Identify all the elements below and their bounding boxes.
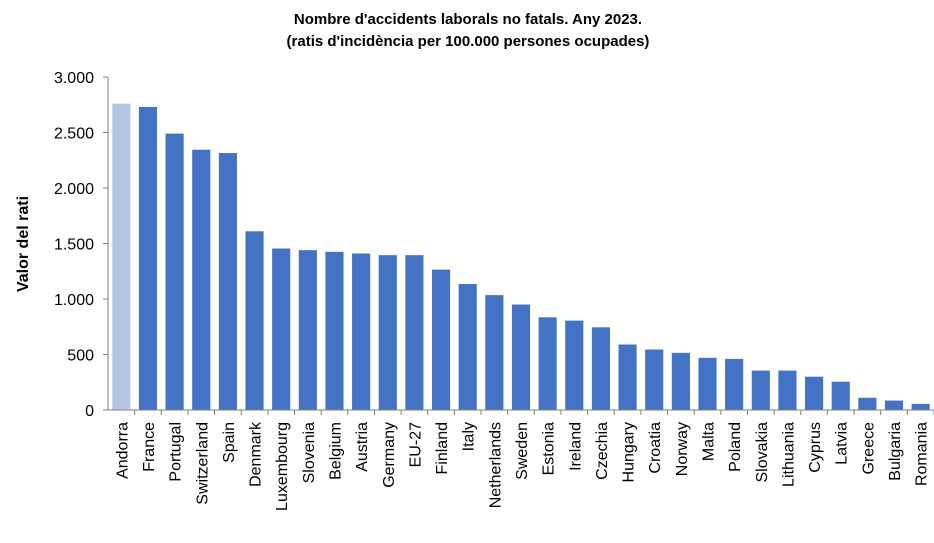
bar-italy [458,284,477,410]
x-tick-label: Sweden [514,422,531,480]
y-tick-label: 0 [85,403,94,420]
x-tick-label: Belgium [327,422,344,480]
bar-eu-27 [405,255,424,410]
bar-switzerland [192,149,211,410]
bar-andorra [112,103,131,410]
bar-croatia [645,349,664,410]
bar-netherlands [485,295,504,410]
bar-slovakia [751,370,770,410]
bar-norway [671,352,690,410]
bar-estonia [538,317,557,410]
bar-spain [218,153,237,410]
x-tick-label: Estonia [541,422,558,475]
x-tick-label: Portugal [168,422,185,482]
bar-latvia [831,381,850,410]
x-tick-label: Slovakia [754,422,771,483]
x-tick-label: Bulgaria [887,422,904,481]
y-tick-label: 3.000 [54,70,94,87]
bar-romania [911,403,930,410]
x-tick-label: Czechia [594,422,611,480]
bar-malta [698,357,717,410]
y-tick-label: 2.500 [54,126,94,143]
bars [112,103,930,411]
x-tick-label: Italy [461,422,478,451]
bar-france [138,106,158,410]
y-tick-label: 500 [67,348,94,365]
bar-czechia [591,327,610,410]
bar-denmark [245,231,264,410]
bar-sweden [511,304,531,410]
x-tick-label: Luxembourg [274,422,291,511]
bar-finland [432,269,451,410]
bar-hungary [618,344,637,410]
y-axis-ticks: 3.000 2.500 2.000 1.500 1.000 500 0 [54,70,108,420]
x-tick-label: Austria [354,422,371,472]
x-axis-ticks: Andorra France Portugal Switzerland Spain Den… [114,410,934,511]
y-tick-label: 2.000 [54,181,94,198]
bar-luxembourg [272,248,291,410]
bar-cyprus [805,376,824,410]
x-tick-label: Croatia [647,422,664,474]
y-tick-label: 1.500 [54,237,94,254]
x-tick-label: Netherlands [487,422,504,508]
chart-title: Nombre d'accidents laborals no fatals. A… [294,11,642,28]
x-tick-label: Malta [701,422,718,461]
x-tick-label: Lithuania [780,422,797,487]
chart-subtitle: (ratis d'incidència per 100.000 persones… [287,33,650,50]
x-tick-label: Latvia [834,422,851,465]
bar-slovenia [298,250,317,410]
x-tick-label: Greece [860,422,877,475]
bar-bulgaria [884,400,904,410]
x-tick-label: Andorra [114,422,131,479]
x-tick-label: Denmark [248,421,265,487]
x-tick-label: Switzerland [194,422,211,505]
bar-belgium [325,251,344,410]
bar-lithuania [778,370,797,410]
bar-portugal [165,133,184,411]
bar-germany [378,255,397,410]
x-tick-label: Romania [914,422,931,486]
x-tick-label: Ireland [567,422,584,471]
x-tick-label: Finland [434,422,451,474]
x-tick-label: EU-27 [407,422,424,467]
bar-ireland [565,320,584,410]
bar-greece [858,397,877,410]
x-tick-label: Cyprus [807,422,824,473]
bar-austria [352,253,371,410]
y-tick-label: 1.000 [54,292,94,309]
x-tick-label: Germany [381,422,398,488]
x-tick-label: Norway [674,422,691,476]
x-tick-label: France [141,422,158,472]
y-axis-label: Valor del rati [15,196,32,292]
bar-poland [725,358,744,410]
x-tick-label: Spain [221,422,238,463]
x-tick-label: Poland [727,422,744,472]
x-tick-label: Hungary [621,422,638,482]
x-tick-label: Slovenia [301,422,318,483]
